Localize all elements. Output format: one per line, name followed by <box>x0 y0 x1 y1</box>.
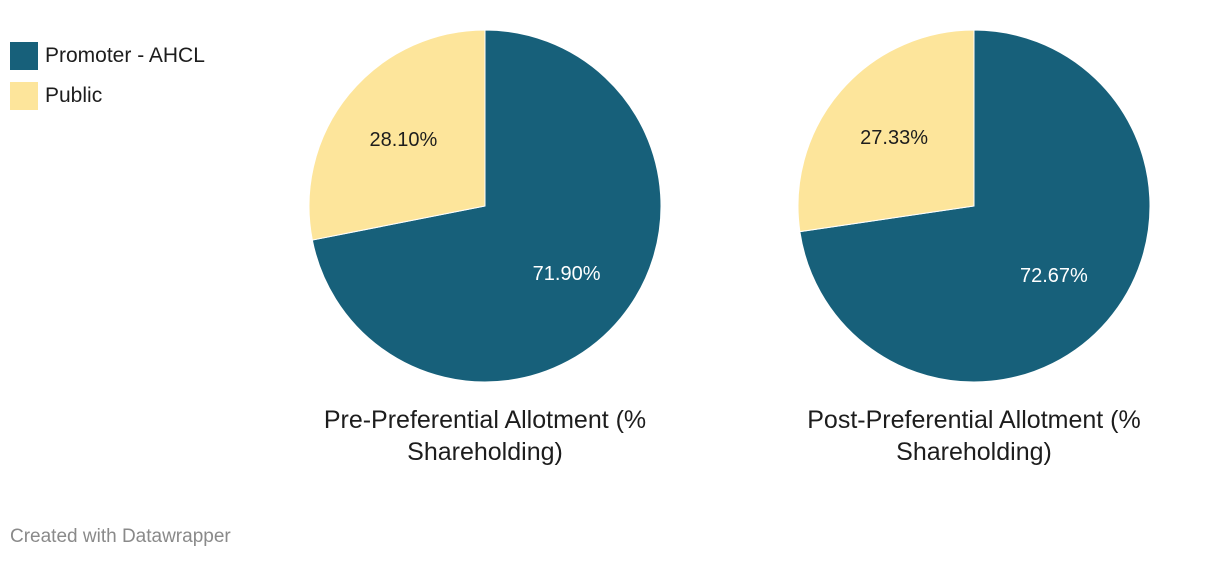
pie-slice-label: 27.33% <box>860 127 928 149</box>
pie-slice-public <box>797 29 975 233</box>
pie-slice-public <box>308 29 486 241</box>
legend-item-promoter: Promoter - AHCL <box>10 42 205 70</box>
pie-chart-pre: 71.90% 28.10% Pre-Preferential Allotment (… <box>308 29 662 466</box>
legend-label-promoter: Promoter - AHCL <box>45 44 205 67</box>
legend: Promoter - AHCL Public <box>10 42 205 122</box>
pie-slice-label: 28.10% <box>369 129 437 151</box>
footer-credit: Created with Datawrapper <box>10 526 231 547</box>
pie-title-line: Shareholding) <box>407 438 563 466</box>
legend-swatch-public <box>10 82 38 110</box>
pie-title-line: Pre-Preferential Allotment (% <box>324 406 646 434</box>
pie-slice-promoter <box>311 29 662 383</box>
pie-chart-post: 72.67% 27.33% Post-Preferential Allotment … <box>797 29 1151 466</box>
legend-swatch-promoter <box>10 42 38 70</box>
legend-label-public: Public <box>45 84 103 107</box>
pie-slice-label: 72.67% <box>1020 265 1088 287</box>
pie-slice-label: 71.90% <box>533 263 601 285</box>
pie-slice-promoter <box>799 29 1151 383</box>
pie-title-line: Shareholding) <box>896 438 1052 466</box>
pie-title-line: Post-Preferential Allotment (% <box>807 406 1140 434</box>
legend-item-public: Public <box>10 82 205 110</box>
pie-charts: 71.90% 28.10% Pre-Preferential Allotment (… <box>308 29 1151 466</box>
